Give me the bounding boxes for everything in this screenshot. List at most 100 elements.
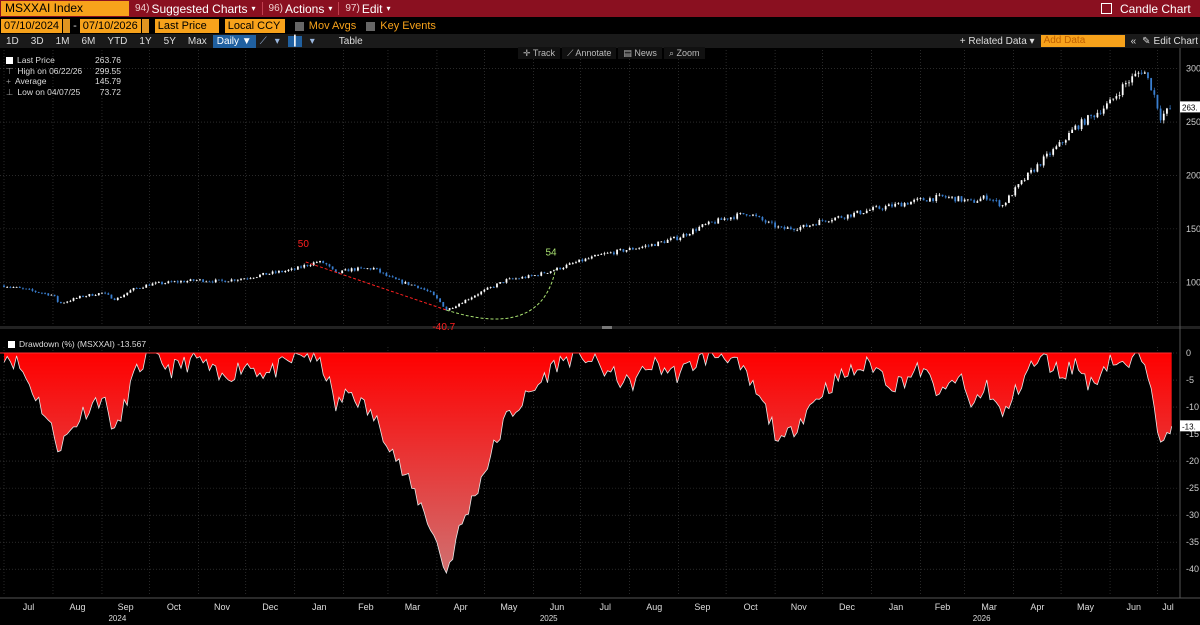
zoom-button[interactable]: ⌕ Zoom xyxy=(663,47,705,59)
suggested-charts-menu[interactable]: 94) Suggested Charts ▾ xyxy=(135,1,256,16)
candle-body xyxy=(692,229,694,235)
candle-body xyxy=(249,278,252,280)
period-3d[interactable]: 3D xyxy=(30,35,44,47)
annotation-label-trough: -40.7 xyxy=(432,322,455,333)
candle-body xyxy=(565,264,568,268)
candle-body xyxy=(391,276,394,278)
chevron-down-icon: ▾ xyxy=(386,4,391,13)
recovery-annotation-curve xyxy=(446,269,556,320)
candle-body xyxy=(1156,94,1159,109)
series-swatch xyxy=(8,340,15,348)
candle-body xyxy=(59,301,62,304)
candle-body xyxy=(966,199,969,201)
candle-body xyxy=(1134,73,1137,77)
candle-body xyxy=(837,216,840,218)
edit-chart-button[interactable]: Edit Chart xyxy=(1153,35,1198,47)
candle-body xyxy=(309,265,312,267)
candle-body xyxy=(631,247,634,250)
candle-body xyxy=(774,222,776,228)
candle-body xyxy=(982,195,985,199)
candle-body xyxy=(537,275,539,276)
candle-body xyxy=(142,287,144,289)
candle-body xyxy=(1004,202,1007,206)
add-data-input[interactable]: Add Data xyxy=(1040,35,1125,47)
candle-body xyxy=(173,281,176,283)
candle-body xyxy=(334,269,337,273)
candle-body xyxy=(518,278,521,280)
title-bar: MSXXAI Index 94) Suggested Charts ▾ 96) Act… xyxy=(0,0,1200,17)
candle-body xyxy=(271,271,274,274)
collapse-icon[interactable]: « xyxy=(1130,35,1137,47)
date-separator: - xyxy=(73,20,77,32)
x-tick-label: Mar xyxy=(405,602,421,612)
candle-body xyxy=(698,226,701,231)
candle-body xyxy=(1049,153,1051,155)
candle-body xyxy=(1052,149,1055,155)
candle-body xyxy=(891,204,893,207)
candle-body xyxy=(995,200,998,201)
candle-body xyxy=(1131,76,1134,83)
frequency-select[interactable]: Daily ▼ xyxy=(212,34,256,48)
y-tick-label: -10 xyxy=(1186,402,1199,412)
last-value-label: 263. xyxy=(1182,103,1198,112)
ticker-field[interactable]: MSXXAI Index xyxy=(1,1,129,16)
bar-chart-icon[interactable]: ┃ xyxy=(287,35,302,47)
y-tick-label: -30 xyxy=(1186,510,1199,520)
candle-body xyxy=(255,276,258,278)
period-1m[interactable]: 1M xyxy=(55,35,70,47)
candle-body xyxy=(34,290,37,293)
news-button[interactable]: ▤ News xyxy=(618,47,662,59)
period-1y[interactable]: 1Y xyxy=(139,35,152,47)
period-1d[interactable]: 1D xyxy=(6,35,19,47)
candle-body xyxy=(666,239,669,243)
edit-menu[interactable]: 97) Edit ▾ xyxy=(345,1,391,16)
table-button[interactable]: Table xyxy=(338,35,363,47)
checkbox-icon xyxy=(366,21,376,31)
chevron-down-icon[interactable]: ▾ xyxy=(309,35,315,47)
candle-body xyxy=(992,199,995,201)
candle-body xyxy=(429,291,432,292)
line-chart-icon[interactable]: ⟋ xyxy=(259,35,267,47)
candle-body xyxy=(382,272,385,274)
calendar-icon[interactable] xyxy=(141,19,149,33)
chevron-down-icon[interactable]: ▾ xyxy=(274,35,280,47)
candle-body xyxy=(88,294,91,297)
candle-body xyxy=(281,270,283,273)
price-field-select[interactable]: Last Price xyxy=(154,19,219,33)
panel-divider xyxy=(0,326,1200,329)
candle-body xyxy=(420,287,423,289)
candle-body xyxy=(843,217,846,219)
related-data-button[interactable]: + Related Data ▾ xyxy=(959,35,1035,47)
x-tick-label: Jun xyxy=(1126,602,1141,612)
period-5y[interactable]: 5Y xyxy=(163,35,176,47)
start-date-field[interactable]: 07/10/2024 xyxy=(1,19,63,33)
x-year-label: 2025 xyxy=(540,614,558,623)
candle-body xyxy=(104,292,107,294)
calendar-icon[interactable] xyxy=(63,19,71,33)
key-events-checkbox[interactable]: Key Events xyxy=(366,20,436,32)
period-max[interactable]: Max xyxy=(187,35,207,47)
currency-select[interactable]: Local CCY xyxy=(224,19,285,33)
period-6m[interactable]: 6M xyxy=(81,35,96,47)
candle-body xyxy=(786,227,789,229)
price-legend: Last Price 263.76 ⊤ High on 06/22/26 299.55… xyxy=(6,55,121,97)
candle-body xyxy=(113,298,116,301)
candle-body xyxy=(451,308,454,309)
chart-type-label[interactable]: Candle Chart xyxy=(1101,0,1200,17)
mov-avgs-checkbox[interactable]: Mov Avgs xyxy=(294,20,356,32)
candle-body xyxy=(496,283,498,288)
candle-body xyxy=(568,263,571,265)
candle-body xyxy=(906,203,909,205)
candle-body xyxy=(989,199,991,201)
actions-menu[interactable]: 96) Actions ▾ xyxy=(268,1,333,16)
x-tick-label: Dec xyxy=(262,602,279,612)
candle-body xyxy=(603,253,606,255)
end-date-field[interactable]: 07/10/2026 xyxy=(79,19,141,33)
pencil-icon: ✎ xyxy=(1142,35,1151,47)
candle-body xyxy=(94,295,97,297)
candle-body xyxy=(1068,133,1070,141)
annotate-button[interactable]: ⟋ Annotate xyxy=(562,47,617,59)
period-ytd[interactable]: YTD xyxy=(107,35,128,47)
track-button[interactable]: ✛ Track xyxy=(518,47,561,59)
